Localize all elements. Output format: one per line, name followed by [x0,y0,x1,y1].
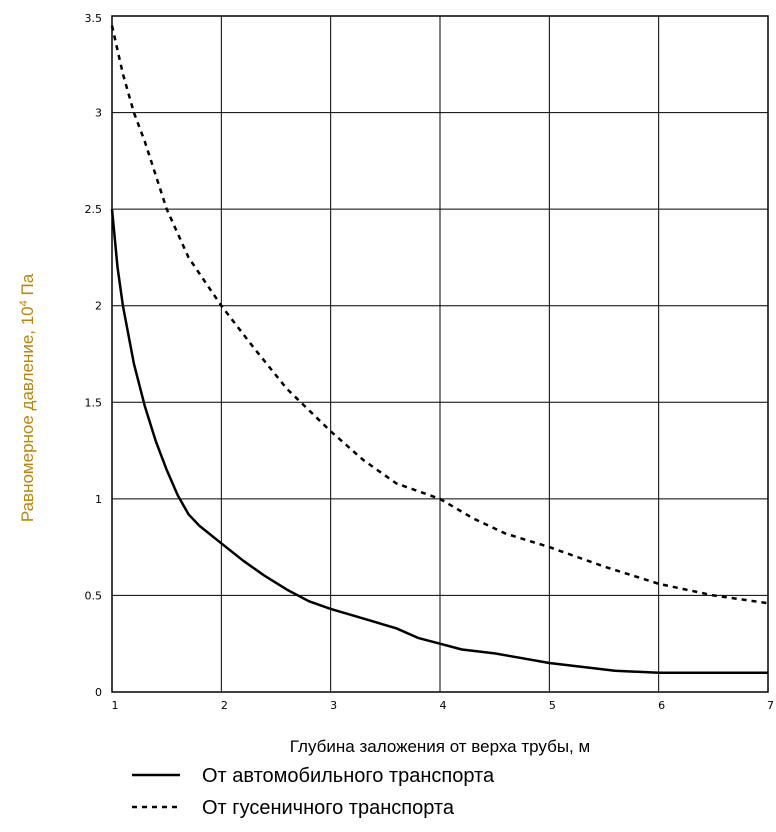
y-tick-label: 0 [95,686,102,699]
y-axis-label: Равномерное давление, 104 Па [18,273,37,522]
x-tick-label: 4 [440,699,447,712]
x-tick-label: 6 [658,699,665,712]
y-tick-label: 1.5 [85,396,103,409]
legend: От автомобильного транспорта От гусеничн… [132,765,495,819]
y-tick-label: 1 [95,493,102,506]
grid [111,15,769,693]
x-tick-label: 2 [221,699,228,712]
y-axis-label-unit: Па [18,273,37,300]
y-axis-label-superscript: 4 [18,300,30,306]
x-axis-label: Глубина заложения от верха трубы, м [290,737,590,756]
y-tick-label: 3 [95,107,102,120]
y-tick-label: 3.5 [85,12,103,25]
y-axis-label-main: Равномерное давление, 10 [18,306,37,522]
series-line-dashed [110,25,769,605]
y-tick-label: 0.5 [85,589,103,602]
legend-label-dashed: От гусеничного транспорта [202,797,455,819]
y-tick-label: 2 [95,300,102,313]
tick-labels: 1 2 3 4 5 6 7 0 0.5 1 1.5 2 2.5 3 3.5 [85,12,775,712]
series-line-solid [110,208,768,674]
plot-frame [111,15,769,693]
legend-label-solid: От автомобильного транспорта [202,765,495,787]
series-layer [110,25,769,674]
x-tick-label: 7 [767,699,774,712]
x-tick-label: 3 [330,699,337,712]
x-tick-label: 5 [549,699,556,712]
x-tick-label: 1 [112,699,119,712]
y-tick-label: 2.5 [85,203,103,216]
